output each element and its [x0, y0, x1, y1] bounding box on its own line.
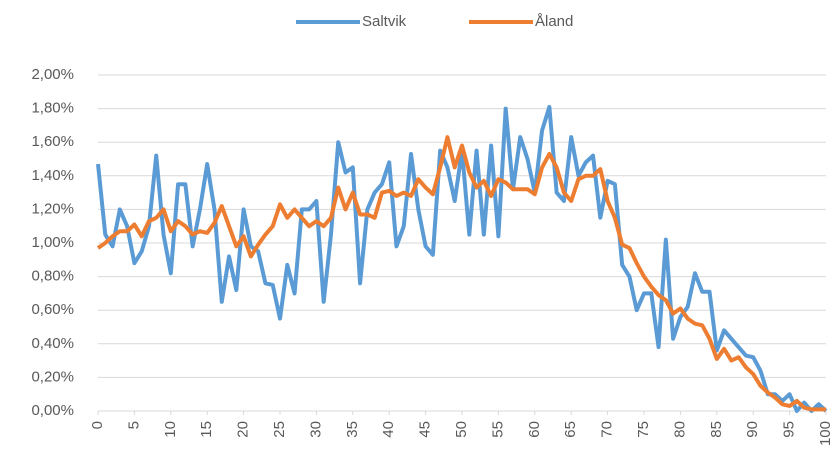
legend-label: Saltvik: [362, 13, 407, 30]
y-tick-label: 1,40%: [31, 167, 74, 184]
legend-label: Åland: [535, 13, 573, 30]
y-tick-label: 0,80%: [31, 268, 74, 285]
y-tick-label: 2,00%: [31, 66, 74, 83]
x-tick-label: 20: [235, 421, 252, 438]
x-tick-label: 80: [671, 421, 688, 438]
x-tick-label: 85: [708, 421, 725, 438]
y-tick-label: 1,60%: [31, 133, 74, 150]
x-tick-label: 30: [307, 421, 324, 438]
x-tick-label: 0: [89, 421, 106, 429]
x-tick-label: 5: [125, 421, 142, 429]
x-tick-label: 95: [781, 421, 798, 438]
x-tick-label: 100: [817, 421, 833, 446]
y-tick-label: 1,80%: [31, 100, 74, 117]
y-tick-label: 0,60%: [31, 301, 74, 318]
x-tick-label: 55: [489, 421, 506, 438]
y-tick-label: 1,20%: [31, 200, 74, 217]
series-line: [96, 135, 826, 412]
x-tick-label: 60: [526, 421, 543, 438]
y-tick-label: 0,40%: [31, 335, 74, 352]
x-tick-label: 50: [453, 421, 470, 438]
x-tick-label: 40: [380, 421, 397, 438]
y-tick-label: 0,20%: [31, 368, 74, 385]
y-tick-label: 1,00%: [31, 234, 74, 251]
x-tick-label: 25: [271, 421, 288, 438]
x-tick-label: 15: [198, 421, 215, 438]
x-tick-label: 65: [562, 421, 579, 438]
y-tick-label: 0,00%: [31, 402, 74, 419]
x-tick-label: 75: [635, 421, 652, 438]
x-tick-label: 90: [744, 421, 761, 438]
x-tick-label: 45: [417, 421, 434, 438]
x-tick-label: 35: [344, 421, 361, 438]
x-tick-label: 10: [162, 421, 179, 438]
x-tick-label: 70: [599, 421, 616, 438]
